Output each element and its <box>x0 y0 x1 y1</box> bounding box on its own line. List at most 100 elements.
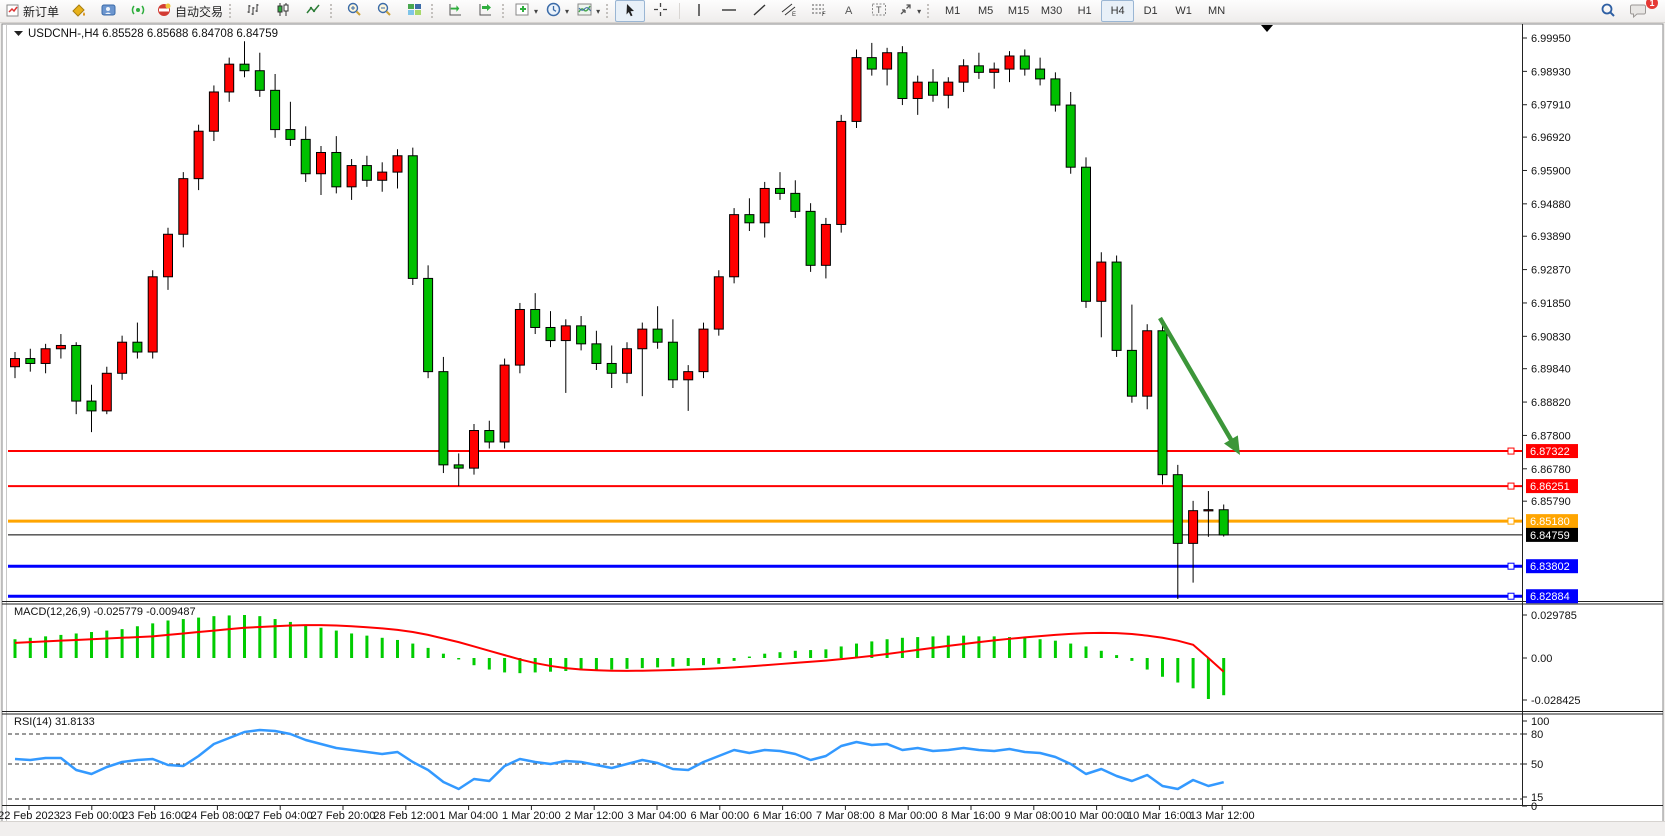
candle-bull <box>1188 510 1199 544</box>
macd-histogram-bar <box>1176 658 1180 683</box>
candle-bull <box>40 348 51 364</box>
date-tick-label: 13 Mar 12:00 <box>1190 810 1255 822</box>
hline-handle[interactable] <box>1507 447 1515 455</box>
price-tick-label: 6.94880 <box>1531 199 1571 211</box>
auto-trading-button[interactable]: 自动交易 <box>153 0 227 22</box>
horizontal-line-tool-button[interactable] <box>714 0 744 22</box>
auto-scroll-button[interactable] <box>440 0 470 22</box>
candle-bear <box>453 464 464 469</box>
candle-bear <box>1111 261 1122 351</box>
macd-histogram-bar <box>59 634 63 658</box>
svg-text:E: E <box>792 12 796 17</box>
macd-histogram-bar <box>1145 658 1149 670</box>
macd-histogram-bar <box>1130 658 1134 661</box>
macd-histogram-bar <box>640 658 644 669</box>
search-icon <box>1600 2 1616 21</box>
candlestick-chart-button[interactable] <box>268 0 298 22</box>
macd-histogram-bar <box>793 650 797 658</box>
chat-button[interactable]: 1 <box>1623 0 1658 22</box>
rsi-tick-label: 0 <box>1531 801 1537 813</box>
hline-handle[interactable] <box>1507 562 1515 570</box>
zoom-in-icon <box>347 2 362 20</box>
hline-handle[interactable] <box>1507 592 1515 600</box>
macd-tick-label: -0.028425 <box>1531 695 1581 707</box>
macd-histogram-bar <box>977 636 981 658</box>
trendline-tool-button[interactable] <box>744 0 774 22</box>
chevron-down-icon: ▾ <box>565 6 570 16</box>
templates-button[interactable]: ▾ <box>573 0 604 22</box>
styler-button[interactable] <box>63 0 93 22</box>
timeframe-H4[interactable]: H4 <box>1101 0 1135 22</box>
search-button[interactable] <box>1593 0 1623 22</box>
macd-histogram-bar <box>610 658 614 670</box>
cursor-tool-button[interactable] <box>615 0 646 22</box>
line-chart-button[interactable] <box>298 0 328 22</box>
channel-tool-button[interactable]: E <box>774 0 804 22</box>
toolbar-grip[interactable] <box>431 4 436 18</box>
macd-tick-label: 0.029785 <box>1531 610 1577 622</box>
candle-bull <box>208 91 219 132</box>
hline-handle[interactable] <box>1507 517 1515 525</box>
toolbar-grip[interactable] <box>606 4 611 18</box>
hline-handle[interactable] <box>1507 482 1515 490</box>
candle-bear <box>652 328 663 343</box>
crosshair-tool-button[interactable] <box>645 0 675 22</box>
toolbar-grip[interactable] <box>229 4 234 18</box>
zoom-in-button[interactable] <box>339 0 369 22</box>
tile-windows-button[interactable] <box>399 0 429 22</box>
timeframe-buttons: M1 M5 M15 M30 H1 H4 D1 W1 MN <box>936 0 1233 22</box>
symbol-dropdown-icon[interactable] <box>14 31 23 36</box>
signals-button[interactable] <box>123 0 153 22</box>
periods-button[interactable]: ▾ <box>542 0 573 22</box>
timeframe-M5[interactable]: M5 <box>977 5 994 17</box>
terminal-button[interactable] <box>93 0 123 22</box>
chart-shift-button[interactable] <box>470 0 500 22</box>
top-marker-icon[interactable] <box>1261 25 1273 32</box>
candle-bear <box>361 165 372 181</box>
toolbar-grip[interactable] <box>927 4 932 18</box>
macd-histogram-bar <box>579 658 583 671</box>
macd-histogram-bar <box>839 646 843 658</box>
timeframe-D1[interactable]: D1 <box>1143 5 1158 17</box>
price-tag-label: 6.84759 <box>1530 530 1570 542</box>
trend-arrow-annotation[interactable] <box>1158 316 1236 446</box>
macd-histogram-bar <box>763 653 767 658</box>
macd-histogram-bar <box>28 637 32 658</box>
macd-histogram-bar <box>778 652 782 658</box>
tile-windows-icon <box>407 2 422 20</box>
date-tick-label: 2 Mar 12:00 <box>565 810 624 822</box>
timeframe-M30[interactable]: M30 <box>1040 5 1063 17</box>
macd-histogram-bar <box>564 658 568 671</box>
timeframe-MN[interactable]: MN <box>1208 5 1226 17</box>
price-tag-label: 6.82884 <box>1530 591 1570 603</box>
candle-bear <box>1019 55 1030 70</box>
price-tick-label: 6.91850 <box>1531 298 1571 310</box>
macd-histogram-bar <box>900 637 904 658</box>
macd-histogram-bar <box>824 649 828 658</box>
bar-chart-button[interactable] <box>238 0 268 22</box>
toolbar-grip[interactable] <box>502 4 507 18</box>
chart-window[interactable] <box>1 23 1664 823</box>
date-tick-label: 8 Mar 00:00 <box>879 810 938 822</box>
macd-histogram-bar <box>74 633 78 658</box>
indicators-button[interactable]: ▾ <box>511 0 542 22</box>
date-tick-label: 27 Feb 04:00 <box>248 810 313 822</box>
timeframe-H1[interactable]: H1 <box>1077 5 1092 17</box>
toolbar-grip[interactable] <box>330 4 335 18</box>
new-order-button[interactable]: 新订单 <box>2 0 63 22</box>
candle-bear <box>545 326 556 342</box>
timeframe-M1[interactable]: M1 <box>944 5 961 17</box>
trend-arrow-head[interactable] <box>1224 435 1240 455</box>
text-tool-button[interactable]: A <box>834 0 864 22</box>
fibonacci-tool-button[interactable]: F <box>804 0 834 22</box>
text-icon: A <box>842 3 856 20</box>
timeframe-M15[interactable]: M15 <box>1007 5 1030 17</box>
candle-bull <box>1203 509 1214 512</box>
text-label-tool-button[interactable]: T <box>864 0 894 22</box>
zoom-out-button[interactable] <box>369 0 399 22</box>
arrows-tool-button[interactable]: ▾ <box>894 0 925 22</box>
svg-text:T: T <box>876 5 882 15</box>
vertical-line-tool-button[interactable] <box>684 0 714 22</box>
timeframe-W1[interactable]: W1 <box>1175 5 1192 17</box>
